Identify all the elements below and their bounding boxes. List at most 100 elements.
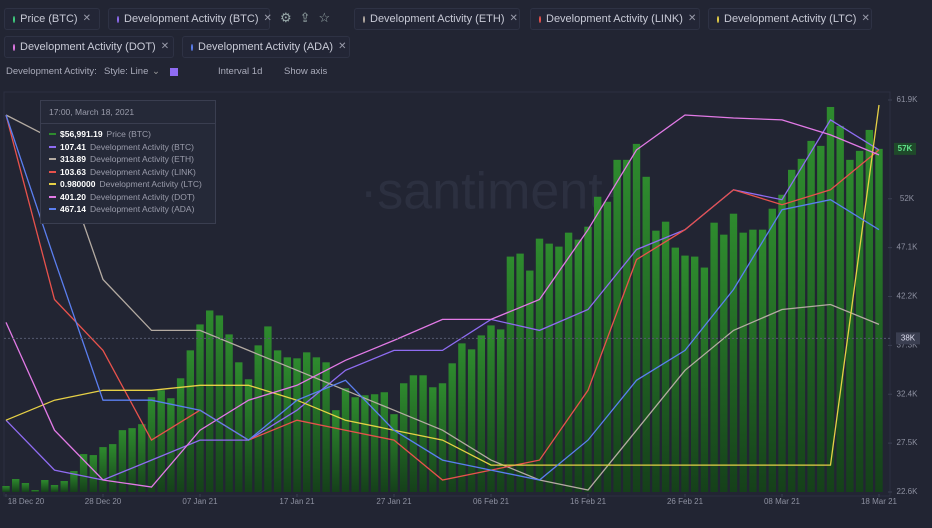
x-tick-label: 07 Jan 21 xyxy=(182,497,218,506)
x-tick-label: 18 Mar 21 xyxy=(861,497,898,506)
price-bar xyxy=(535,238,544,492)
style-select[interactable]: Style: Line xyxy=(104,66,149,77)
price-bar xyxy=(526,270,534,492)
price-bar xyxy=(564,232,573,493)
tab-label: Development Activity (ETH) xyxy=(370,13,505,25)
tooltip-value: 107.41 xyxy=(60,141,86,152)
price-bar xyxy=(351,397,359,492)
price-bar xyxy=(2,486,10,492)
price-bar xyxy=(70,471,78,492)
dev-line xyxy=(5,114,880,491)
price-bar xyxy=(448,363,456,492)
price-bar xyxy=(370,394,379,492)
tab-label: Development Activity (ADA) xyxy=(198,41,334,53)
tooltip-name: Development Activity (LINK) xyxy=(90,166,196,177)
tab[interactable]: Development Activity (DOT) ✕ xyxy=(4,36,174,58)
dev-line xyxy=(5,114,880,481)
tooltip-value: $56,991.19 xyxy=(60,129,103,140)
y-tick-label: 32.4K xyxy=(897,389,919,398)
price-bar xyxy=(138,424,146,492)
color-picker[interactable] xyxy=(170,68,178,76)
price-bar xyxy=(865,129,873,493)
tooltip-row: 103.63 Development Activity (LINK) xyxy=(49,166,207,179)
y-tick-label: 52K xyxy=(900,194,915,203)
price-bar xyxy=(293,358,301,492)
show-axis[interactable]: Show axis xyxy=(284,66,328,77)
price-bar xyxy=(584,226,592,492)
watermark: ·santiment· xyxy=(360,163,620,221)
price-bar xyxy=(797,158,806,493)
price-bar xyxy=(758,229,767,493)
y-tick-label: 42.2K xyxy=(897,292,919,301)
dev-line xyxy=(5,114,880,488)
price-bar xyxy=(506,256,515,492)
interval-select[interactable]: Interval 1d xyxy=(218,66,263,77)
tab[interactable]: Development Activity (BTC) ✕ xyxy=(108,8,272,30)
tooltip-name: Development Activity (ETH) xyxy=(90,154,194,165)
dev-line xyxy=(5,114,880,481)
crosshair-label: 38K xyxy=(901,334,916,343)
price-bar xyxy=(739,232,747,493)
price-bar xyxy=(186,350,194,492)
tooltip-name: Development Activity (LTC) xyxy=(99,179,202,190)
price-bar xyxy=(99,447,107,492)
price-bar xyxy=(545,243,553,492)
tooltip-swatch xyxy=(49,208,56,211)
price-bar xyxy=(788,169,796,492)
tooltip-value: 0.980000 xyxy=(60,179,96,190)
tooltip-row: 313.89 Development Activity (ETH) xyxy=(49,153,207,166)
price-bar xyxy=(700,267,709,492)
x-tick-label: 06 Feb 21 xyxy=(473,497,510,506)
tooltip-row: 0.980000 Development Activity (LTC) xyxy=(49,178,207,191)
price-bar xyxy=(400,383,408,492)
price-bar xyxy=(206,310,214,492)
tooltip-value: 103.63 xyxy=(60,166,86,177)
dev-line xyxy=(5,104,880,466)
price-bar xyxy=(361,395,369,492)
price-bar xyxy=(167,398,175,492)
price-bar xyxy=(574,239,582,492)
price-bar xyxy=(79,454,88,492)
tab[interactable]: Development Activity (ETH) ✕ xyxy=(354,8,520,30)
tooltip-row: 401.20 Development Activity (DOT) xyxy=(49,191,207,204)
x-tick-label: 27 Jan 21 xyxy=(376,497,412,506)
tooltip-name: Development Activity (ADA) xyxy=(90,204,195,215)
price-bar xyxy=(89,455,97,492)
tab[interactable]: Development Activity (LTC) ✕ xyxy=(708,8,872,30)
tab-label: Development Activity (BTC) xyxy=(124,13,259,25)
plot-bg xyxy=(3,91,891,497)
tooltip-value: 313.89 xyxy=(60,154,86,165)
tab[interactable]: Price (BTC) ✕ xyxy=(4,8,100,30)
price-bar xyxy=(778,194,786,492)
price-bar xyxy=(196,324,204,492)
tab[interactable]: Development Activity (LINK) ✕ xyxy=(530,8,700,30)
price-bar xyxy=(603,201,612,492)
tab-icons[interactable]: ⚙⇪☆ xyxy=(280,10,339,25)
tooltip-value: 467.14 xyxy=(60,204,86,215)
price-bar xyxy=(390,414,398,492)
crosshair-badge xyxy=(896,332,920,345)
price-bar xyxy=(642,176,650,492)
tab-label: Development Activity (DOT) xyxy=(20,41,156,53)
tooltip-row: 467.14 Development Activity (ADA) xyxy=(49,203,207,216)
price-bar xyxy=(109,444,117,492)
price-bar xyxy=(244,379,253,492)
price-bar xyxy=(632,143,641,492)
x-tick-label: 16 Feb 21 xyxy=(570,497,607,506)
price-bar xyxy=(50,485,59,492)
price-bar xyxy=(516,253,524,492)
price-bar xyxy=(623,159,631,492)
tab[interactable]: Development Activity (ADA) ✕ xyxy=(182,36,350,58)
price-bar xyxy=(254,345,262,492)
price-bar xyxy=(419,375,427,492)
price-bar xyxy=(273,350,282,492)
price-bar xyxy=(380,392,388,492)
tooltip: 17:00, March 18, 2021 $56,991.19 Price (B… xyxy=(40,100,216,224)
price-bar xyxy=(60,481,68,492)
price-bar xyxy=(487,325,495,492)
price-bar xyxy=(118,430,127,492)
price-bar xyxy=(21,483,30,492)
tooltip-time: 17:00, March 18, 2021 xyxy=(41,101,215,124)
price-bar xyxy=(41,480,49,492)
